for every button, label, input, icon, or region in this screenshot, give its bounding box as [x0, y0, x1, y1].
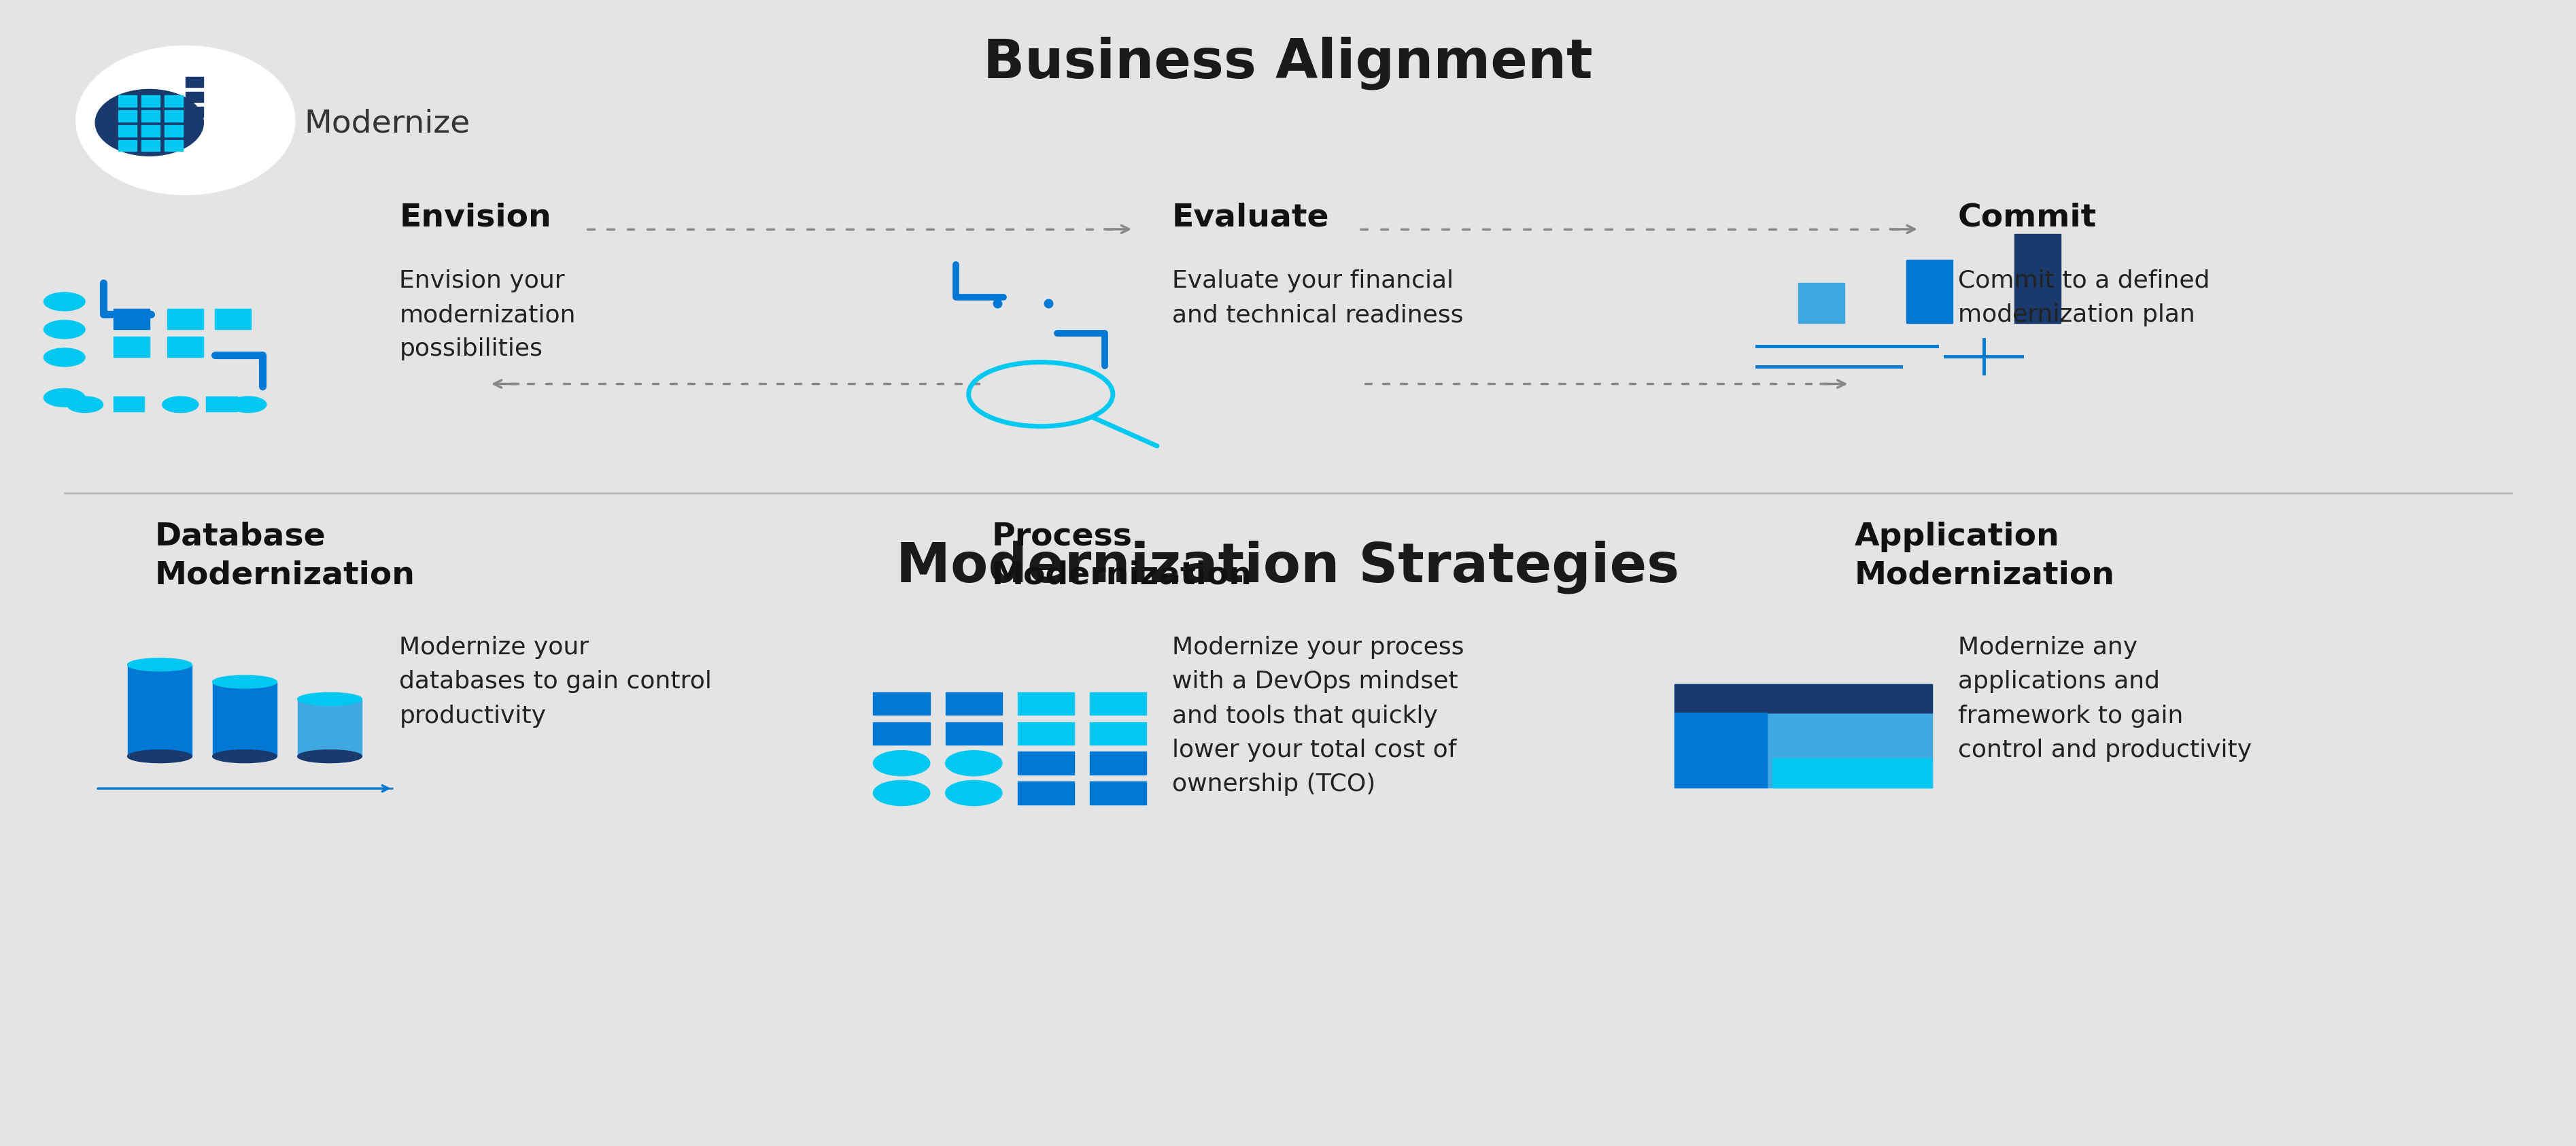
Bar	[142, 125, 160, 136]
Bar	[113, 308, 149, 330]
Ellipse shape	[211, 749, 278, 763]
Bar	[873, 722, 930, 745]
Text: Database
Modernization: Database Modernization	[155, 521, 415, 591]
Circle shape	[873, 780, 930, 806]
Circle shape	[44, 348, 85, 367]
Text: Business Alignment: Business Alignment	[984, 37, 1592, 89]
Text: Evaluate: Evaluate	[1172, 203, 1329, 233]
Bar	[118, 140, 137, 151]
Text: Modernization Strategies: Modernization Strategies	[896, 541, 1680, 594]
Bar	[167, 337, 204, 358]
Bar	[1674, 684, 1932, 713]
Bar	[165, 95, 183, 107]
Bar	[296, 699, 361, 756]
Bar	[1674, 713, 1767, 787]
Circle shape	[162, 397, 198, 413]
Bar	[214, 308, 250, 330]
Bar	[165, 140, 183, 151]
Bar	[113, 397, 144, 411]
Text: Application
Modernization: Application Modernization	[1855, 521, 2115, 591]
Bar	[1018, 692, 1074, 715]
Bar	[118, 110, 137, 121]
Bar	[1772, 759, 1932, 787]
Bar	[1798, 283, 1844, 323]
Text: Modernize your
databases to gain control
productivity: Modernize your databases to gain control…	[399, 636, 711, 728]
Ellipse shape	[211, 675, 278, 689]
Text: Process
Modernization: Process Modernization	[992, 521, 1252, 591]
Circle shape	[945, 780, 1002, 806]
Bar	[167, 308, 204, 330]
Bar	[1674, 684, 1932, 787]
Bar	[206, 397, 237, 411]
Bar	[142, 95, 160, 107]
Text: Modernize: Modernize	[304, 109, 469, 139]
Circle shape	[44, 321, 85, 339]
Text: Modernize your process
with a DevOps mindset
and tools that quickly
lower your t: Modernize your process with a DevOps min…	[1172, 636, 1463, 795]
Ellipse shape	[129, 749, 193, 763]
Ellipse shape	[129, 658, 193, 672]
Bar	[118, 125, 137, 136]
Circle shape	[67, 397, 103, 413]
Bar	[1090, 722, 1146, 745]
Text: Evaluate your financial
and technical readiness: Evaluate your financial and technical re…	[1172, 269, 1463, 327]
Circle shape	[44, 388, 85, 407]
Ellipse shape	[299, 749, 361, 763]
Bar	[185, 107, 204, 117]
Bar	[129, 665, 193, 756]
Bar	[1906, 260, 1953, 323]
Bar	[1090, 782, 1146, 804]
Circle shape	[873, 751, 930, 776]
Bar	[185, 92, 204, 102]
Ellipse shape	[77, 46, 296, 195]
Bar	[165, 110, 183, 121]
Bar	[1018, 752, 1074, 775]
Text: Commit: Commit	[1958, 203, 2097, 233]
Circle shape	[945, 751, 1002, 776]
Bar	[945, 692, 1002, 715]
Bar	[1090, 752, 1146, 775]
Bar	[165, 125, 183, 136]
Text: Modernize any
applications and
framework to gain
control and productivity: Modernize any applications and framework…	[1958, 636, 2251, 762]
Text: Envision: Envision	[399, 203, 551, 233]
Bar	[142, 140, 160, 151]
Bar	[113, 337, 149, 358]
Bar	[1018, 722, 1074, 745]
Ellipse shape	[95, 89, 204, 156]
Bar	[1018, 782, 1074, 804]
Bar	[211, 682, 278, 756]
Text: Envision your
modernization
possibilities: Envision your modernization possibilitie…	[399, 269, 574, 361]
Ellipse shape	[299, 692, 361, 706]
Bar	[118, 95, 137, 107]
Bar	[185, 77, 204, 87]
Text: Commit to a defined
modernization plan: Commit to a defined modernization plan	[1958, 269, 2210, 327]
Circle shape	[44, 292, 85, 311]
Bar	[142, 110, 160, 121]
Bar	[873, 692, 930, 715]
Bar	[2014, 234, 2061, 323]
Bar	[1090, 692, 1146, 715]
Bar	[945, 722, 1002, 745]
Circle shape	[229, 397, 265, 413]
